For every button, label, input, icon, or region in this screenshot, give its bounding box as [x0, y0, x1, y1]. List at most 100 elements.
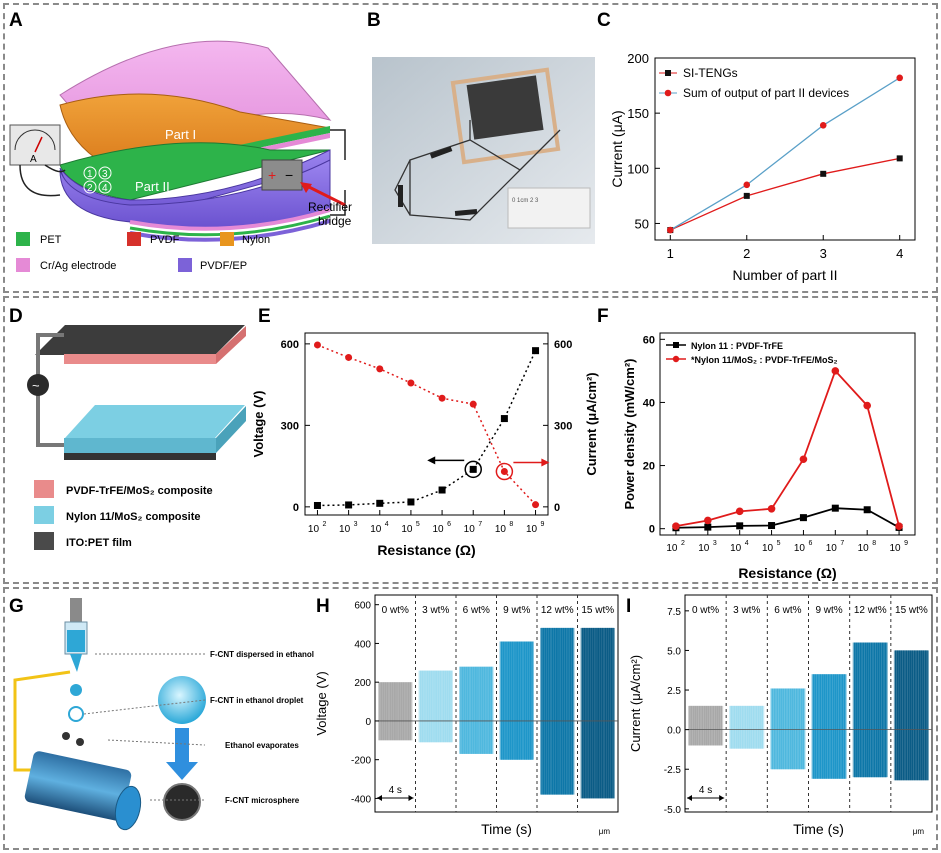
- f-xtick-label-1: 10: [698, 543, 710, 554]
- panel-letter-c: C: [597, 10, 611, 31]
- c-point-s1-0: [666, 226, 674, 234]
- e-xlabel: Resistance (Ω): [377, 542, 475, 558]
- panel-letter-g: G: [9, 596, 24, 617]
- c-xlabel: Number of part II: [732, 267, 837, 283]
- droplet-2: [68, 706, 84, 722]
- panel-b-photo: 0 1cm 2 3: [372, 57, 595, 244]
- h-scale-arrow-left: [377, 795, 382, 801]
- e-xtick-label-5: 10: [464, 524, 476, 535]
- f-legend-label-1: *Nylon 11/MoS₂ : PVDF-TrFE/MoS₂: [691, 355, 838, 365]
- h-segment-label-1: 3 wt%: [422, 605, 449, 616]
- f-xtick-exp-2: 4: [745, 540, 749, 547]
- h-xlabel: Time (s): [481, 821, 532, 837]
- f-point-s1-2: [735, 507, 744, 516]
- c-point-s1-2: [819, 121, 827, 129]
- f-xtick-exp-3: 5: [777, 540, 781, 547]
- legend-pvdf-ep: PVDF/EP: [200, 260, 247, 272]
- h-segment-spikes-0: [379, 682, 412, 741]
- h-segment-spikes-4: [541, 627, 574, 795]
- c-xtick-label-2: 3: [820, 246, 827, 261]
- i-segment-label-1: 3 wt%: [733, 605, 760, 616]
- e-red-arrowhead: [541, 458, 550, 467]
- panel-a-device-diagram: Part I Part II 1 3 2 4 A + − Rectifier b…: [9, 40, 352, 272]
- panel-letter-b: B: [367, 10, 381, 31]
- process-leaders: [83, 653, 206, 801]
- panel-letter-d: D: [9, 306, 23, 327]
- i-ytick-label-2: 0.0: [667, 726, 681, 737]
- panel-a-legend: PET PVDF Nylon Cr/Ag electrode PVDF/EP: [16, 232, 270, 272]
- e-xtick-label-4: 10: [433, 524, 445, 535]
- i-segment-spikes-5: [895, 650, 928, 781]
- d-bottom-blue-face: [65, 405, 245, 438]
- e-black-arrowhead: [427, 456, 436, 465]
- panel-letters: A B C D E F G H I: [9, 10, 631, 617]
- i-segment-label-3: 9 wt%: [815, 605, 842, 616]
- e-voltage-point-3: [407, 379, 415, 387]
- d-top-pink-layer: [64, 354, 216, 364]
- chart-c: 50 100 150 200 1 2 3 4 Number of part II Current …: [609, 51, 916, 283]
- e-xtick-label-3: 10: [401, 524, 413, 535]
- e-ytick-right-label-1: 300: [554, 420, 572, 432]
- f-xtick-label-0: 10: [666, 543, 678, 554]
- e-xtick-label-0: 10: [308, 524, 320, 535]
- i-segment-label-5: 15 wt%: [895, 605, 928, 616]
- i-scale-arrow-right: [719, 795, 725, 801]
- d-top-pink-side: [216, 326, 246, 364]
- wire-4: [330, 190, 346, 216]
- f-legend-label-0: Nylon 11 : PVDF-TrFE: [691, 341, 783, 351]
- c-point-s1-3: [896, 74, 904, 82]
- ammeter-label: A: [30, 154, 37, 165]
- syringe-needle: [70, 654, 82, 672]
- f-point-s1-0: [672, 522, 680, 530]
- collector-end-cap: [114, 785, 142, 831]
- ac-source-symbol: ~: [32, 378, 40, 393]
- syringe-plunger: [70, 598, 82, 623]
- ac-source-icon: [27, 374, 49, 396]
- f-point-s0-3: [768, 522, 776, 530]
- f-xtick-exp-4: 6: [808, 540, 812, 547]
- f-ytick-label-3: 60: [643, 334, 655, 346]
- wire-3: [330, 129, 346, 160]
- e-current-point-6: [500, 415, 508, 423]
- h-ytick-label-4: 400: [354, 639, 371, 650]
- f-point-s0-6: [863, 506, 871, 514]
- photo-device-frame: [450, 67, 561, 165]
- f-xtick-label-7: 10: [890, 543, 902, 554]
- syringe-fluid: [67, 630, 85, 652]
- e-current-point-2: [376, 499, 384, 507]
- i-segment-spikes-0: [689, 705, 722, 746]
- f-legend-marker-0: [673, 342, 679, 348]
- part-ii-label: Part II: [135, 179, 170, 194]
- photo-resistor-3: [398, 185, 403, 207]
- h-ytick-label-5: 600: [354, 601, 371, 612]
- e-xtick-exp-5: 7: [478, 521, 482, 528]
- e-xtick-exp-4: 6: [447, 521, 451, 528]
- i-ytick-label-4: 5.0: [667, 646, 681, 657]
- i-segment-spikes-2: [771, 688, 805, 770]
- c-ytick-label-1: 100: [627, 161, 649, 176]
- e-xtick-label-1: 10: [339, 524, 351, 535]
- circle-numbers: 1 3 2 4: [83, 166, 112, 194]
- i-ytick-label-0: -5.0: [664, 805, 682, 816]
- e-current-point-7: [532, 347, 540, 355]
- part-ii-stripe-1: [129, 208, 331, 231]
- f-point-s1-6: [863, 401, 871, 410]
- photo-device-dark-square: [466, 75, 544, 140]
- i-segment-spikes-4: [853, 642, 887, 778]
- e-xtick-label-2: 10: [370, 524, 382, 535]
- f-ytick-label-0: 0: [649, 524, 655, 536]
- f-point-s0-5: [831, 504, 839, 512]
- legend-ito-pet: ITO:PET film: [66, 537, 132, 549]
- c-ytick-label-3: 200: [627, 51, 649, 66]
- rectifier-arrow-head: [300, 182, 312, 193]
- c-ytick-label-2: 150: [627, 106, 649, 121]
- e-current-point-5: [469, 465, 477, 473]
- i-segment-spikes-3: [812, 674, 846, 779]
- i-segment-label-0: 0 wt%: [692, 605, 719, 616]
- f-xtick-exp-5: 7: [840, 540, 844, 547]
- photo-wires: [394, 120, 561, 221]
- e-xtick-label-7: 10: [526, 524, 538, 535]
- legend-pet: PET: [40, 234, 62, 246]
- h-ytick-label-0: -400: [351, 794, 371, 805]
